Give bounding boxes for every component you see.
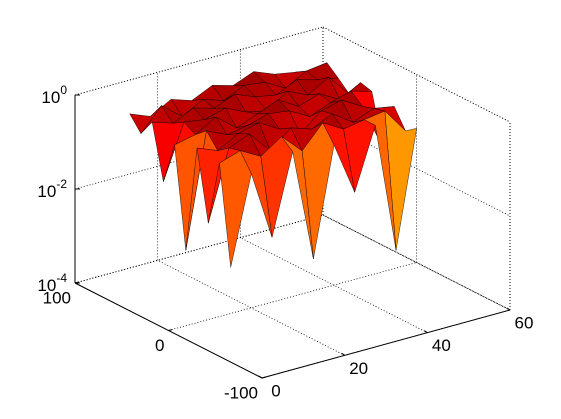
x-tick bbox=[258, 375, 263, 379]
grid-line bbox=[74, 214, 324, 284]
box-edge bbox=[74, 214, 324, 284]
x-tick-label: 0 bbox=[271, 381, 280, 400]
x-tick-label: 40 bbox=[432, 336, 451, 355]
grid-line bbox=[74, 120, 324, 190]
z-tick-label: 10-4 bbox=[37, 271, 67, 295]
grid-line bbox=[240, 237, 428, 334]
y-tick-label: 100 bbox=[43, 288, 71, 307]
grid-line bbox=[157, 259, 345, 356]
grid-line bbox=[322, 214, 511, 311]
x-tick-label: 60 bbox=[515, 313, 534, 332]
x-tick bbox=[506, 307, 511, 311]
surface-patch bbox=[219, 150, 252, 268]
grid-line bbox=[74, 214, 324, 284]
x-tick bbox=[424, 330, 428, 334]
y-tick bbox=[168, 329, 173, 331]
grid-line bbox=[74, 26, 324, 96]
surface-patch bbox=[260, 136, 293, 238]
y-tick bbox=[261, 376, 267, 379]
grid-line bbox=[322, 26, 511, 123]
grid-line bbox=[168, 262, 417, 331]
grid-line bbox=[322, 120, 511, 217]
z-tick-label: 100 bbox=[41, 83, 67, 107]
grid-line bbox=[322, 214, 511, 311]
y-tick-label: -100 bbox=[224, 383, 258, 402]
x-tick bbox=[341, 352, 345, 356]
z-tick-label: 10-2 bbox=[37, 177, 67, 201]
y-tick-label: 0 bbox=[155, 336, 164, 355]
x-tick-label: 20 bbox=[349, 359, 368, 378]
x-axis bbox=[261, 309, 511, 379]
